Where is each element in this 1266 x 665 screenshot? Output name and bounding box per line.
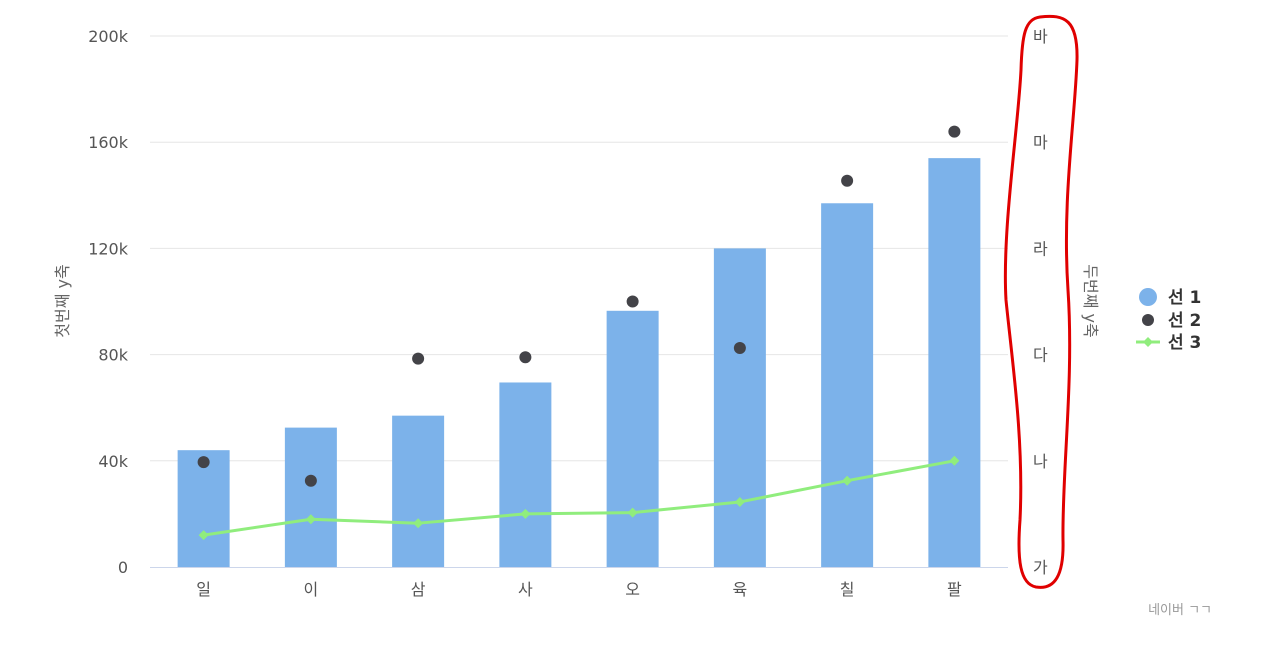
x-tick-label: 육: [733, 580, 748, 599]
line-point: [198, 530, 209, 541]
y-tick-label: 160k: [88, 133, 129, 152]
legend-symbol-scatter: [1142, 314, 1154, 326]
scatter-series: [197, 125, 961, 487]
line-point: [734, 496, 745, 507]
bar-series: [177, 158, 981, 567]
x-tick-label: 칠: [840, 580, 855, 599]
legend-label: 선 1: [1168, 288, 1201, 308]
y2-tick-label: 가: [1033, 558, 1048, 577]
legend-item[interactable]: 선 2: [1142, 311, 1201, 331]
scatter-point: [626, 295, 639, 308]
bar: [284, 427, 337, 567]
scatter-point: [412, 352, 425, 365]
bar: [499, 382, 552, 567]
bar: [606, 310, 659, 567]
x-tick-label: 이: [304, 580, 319, 599]
scatter-point: [519, 351, 532, 364]
y2-tick-label: 바: [1033, 27, 1048, 46]
axes: 0 가 40k 나 80k 다 120k 라 160k 마 200k 바일 이 삼 사 오 육 칠 팔: [88, 27, 1048, 599]
legend-label: 선 3: [1168, 333, 1201, 353]
scatter-point: [948, 125, 961, 138]
x-tick-label: 사: [518, 580, 533, 599]
y2-tick-label: 라: [1033, 239, 1048, 258]
bar: [713, 248, 766, 567]
grid-lines: [150, 35, 1008, 462]
bar: [392, 415, 445, 567]
bar: [928, 158, 981, 567]
series-line: [203, 459, 955, 537]
y2-tick-label: 다: [1033, 346, 1048, 365]
x-tick-label: 일: [196, 580, 211, 599]
legend-item[interactable]: 선 3: [1136, 333, 1201, 353]
y-tick-label: 80k: [98, 346, 128, 365]
legend: 선 1 선 2선 3: [1136, 288, 1201, 353]
y2-axis-label: 두번째 y축: [1081, 264, 1100, 337]
scatter-point: [841, 174, 854, 187]
x-tick-label: 팔: [947, 580, 962, 599]
legend-label: 선 2: [1168, 311, 1201, 331]
x-tick-label: 오: [625, 580, 640, 599]
scatter-point: [304, 474, 317, 487]
y-tick-label: 40k: [98, 452, 128, 471]
y-axis-label: 첫번째 y축: [53, 264, 72, 337]
credit-text[interactable]: 네이버 ㄱㄱ: [1148, 603, 1212, 618]
y2-tick-label: 마: [1033, 133, 1048, 152]
legend-symbol-diamond: [1143, 337, 1153, 347]
legend-symbol-bar: [1139, 288, 1157, 306]
line-point: [520, 508, 531, 519]
bar: [177, 450, 230, 567]
y-tick-label: 0: [118, 558, 128, 577]
line-series: [198, 455, 960, 541]
scatter-point: [197, 456, 210, 469]
annotation-ellipse: [1003, 14, 1079, 589]
legend-item[interactable]: 선 1: [1139, 288, 1201, 308]
line-point: [413, 518, 424, 529]
x-tick-label: 삼: [411, 580, 426, 599]
bar: [821, 203, 874, 567]
line-point: [627, 507, 638, 518]
y-tick-label: 120k: [88, 239, 129, 258]
scatter-point: [733, 341, 746, 354]
y-tick-label: 200k: [88, 27, 129, 46]
line-point: [842, 475, 853, 486]
line-point: [305, 514, 316, 525]
line-point: [949, 455, 960, 466]
y2-tick-label: 나: [1033, 452, 1048, 471]
